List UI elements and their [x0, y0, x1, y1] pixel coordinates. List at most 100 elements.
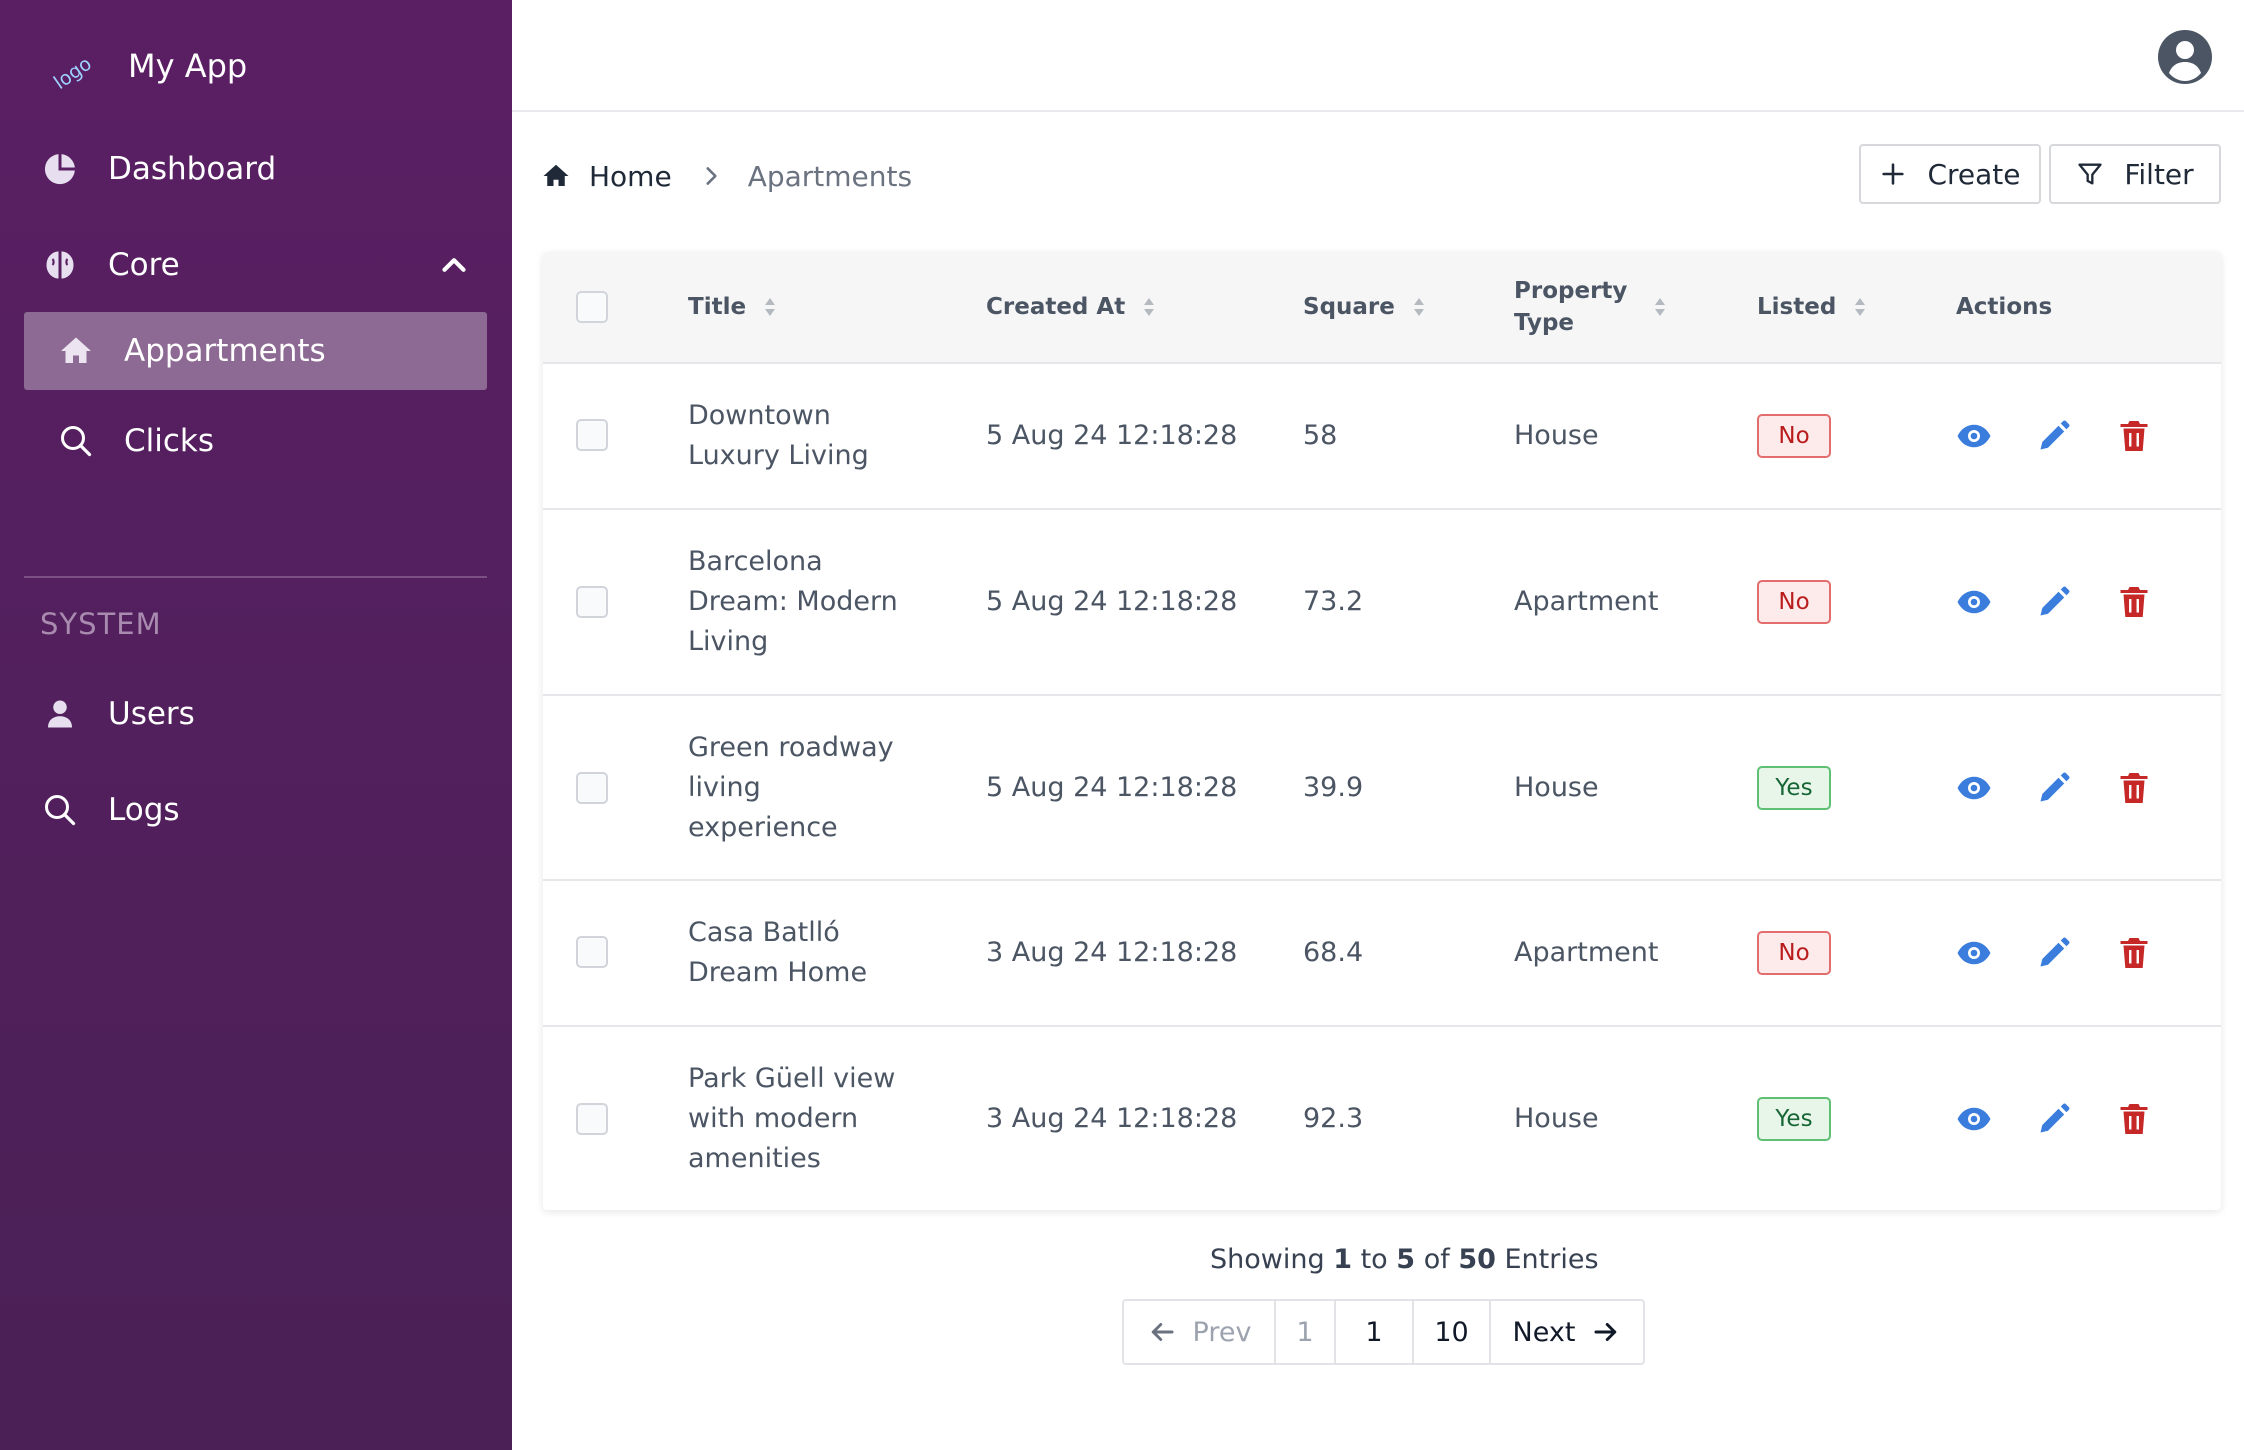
sidebar-item-clicks[interactable]: Clicks [24, 402, 487, 480]
delete-button[interactable] [2114, 1099, 2154, 1139]
cell-created-at: 5 Aug 24 12:18:28 [986, 586, 1238, 617]
view-button[interactable] [1954, 1099, 1994, 1139]
sort-icon[interactable] [1854, 296, 1866, 318]
next-button[interactable]: Next [1489, 1301, 1643, 1363]
delete-button[interactable] [2114, 933, 2154, 973]
delete-button[interactable] [2114, 582, 2154, 622]
home-icon[interactable] [541, 161, 571, 191]
row-checkbox[interactable] [576, 936, 608, 968]
sidebar-item-label: Clicks [124, 423, 215, 459]
breadcrumb-home[interactable]: Home [589, 159, 672, 193]
create-button-label: Create [1927, 157, 2021, 191]
pie-chart-icon [40, 149, 80, 189]
listed-badge: No [1757, 580, 1831, 624]
cell-title[interactable]: Downtown Luxury Living [688, 400, 869, 471]
sort-icon[interactable] [1654, 296, 1666, 318]
view-button[interactable] [1954, 416, 1994, 456]
eye-icon [1957, 776, 1991, 800]
sort-icon[interactable] [1413, 296, 1425, 318]
arrow-right-icon [1594, 1323, 1617, 1341]
table-row: Casa Batlló Dream Home 3 Aug 24 12:18:28… [543, 879, 2221, 1025]
edit-button[interactable] [2034, 1099, 2074, 1139]
chevron-up-icon[interactable] [435, 246, 473, 284]
cell-created-at: 5 Aug 24 12:18:28 [986, 420, 1238, 451]
cell-square: 58 [1303, 420, 1338, 451]
table-row: Green roadway living experience 5 Aug 24… [543, 694, 2221, 879]
home-icon [56, 331, 96, 371]
user-icon [40, 694, 80, 734]
edit-button[interactable] [2034, 582, 2074, 622]
select-all-checkbox[interactable] [576, 291, 608, 323]
arrow-left-icon [1151, 1323, 1174, 1341]
listed-badge: No [1757, 931, 1831, 975]
brand[interactable]: logo My App [44, 36, 247, 96]
sort-icon[interactable] [764, 296, 776, 318]
apartments-table: Title Created At Square Property Type Li… [543, 252, 2221, 1210]
view-button[interactable] [1954, 582, 1994, 622]
pencil-icon [2040, 772, 2070, 802]
cell-title[interactable]: Green roadway living experience [688, 731, 894, 843]
column-header-listed[interactable]: Listed [1757, 252, 1866, 362]
sidebar-item-core[interactable]: Core [24, 226, 487, 304]
sidebar-item-label: Dashboard [108, 151, 277, 187]
column-header-created-at[interactable]: Created At [986, 252, 1155, 362]
cell-square: 39.9 [1303, 771, 1364, 803]
listed-badge: Yes [1757, 766, 1831, 810]
filter-button[interactable]: Filter [2049, 144, 2221, 204]
table-row: Downtown Luxury Living 5 Aug 24 12:18:28… [543, 362, 2221, 508]
cell-property-type: House [1514, 1102, 1599, 1134]
column-header-actions: Actions [1956, 294, 2053, 320]
cell-created-at: 3 Aug 24 12:18:28 [986, 1102, 1238, 1134]
view-button[interactable] [1954, 768, 1994, 808]
table-row: Barcelona Dream: Modern Living 5 Aug 24 … [543, 508, 2221, 694]
sidebar-item-label: Appartments [124, 333, 326, 369]
avatar-icon[interactable] [2156, 28, 2214, 86]
create-button[interactable]: Create [1859, 144, 2041, 204]
logo-text: logo [50, 53, 96, 93]
eye-icon [1957, 941, 1991, 965]
cell-title[interactable]: Park Güell view with modern amenities [688, 1062, 896, 1174]
sidebar-item-logs[interactable]: Logs [24, 771, 487, 849]
row-checkbox[interactable] [576, 1103, 608, 1135]
edit-button[interactable] [2034, 416, 2074, 456]
column-header-title[interactable]: Title [688, 252, 776, 362]
breadcrumb: Home Apartments [541, 150, 912, 202]
delete-button[interactable] [2114, 416, 2154, 456]
cell-property-type: Apartment [1514, 937, 1659, 968]
cell-property-type: House [1514, 420, 1599, 451]
prev-button[interactable]: Prev [1124, 1301, 1274, 1363]
app-name: My App [128, 47, 248, 85]
sidebar-item-dashboard[interactable]: Dashboard [24, 130, 487, 208]
pagination: Prev 1 1 10 Next [1122, 1299, 1645, 1365]
page-button[interactable]: 1 [1274, 1301, 1334, 1363]
sidebar: logo My App Dashboard Core Appartments C… [0, 0, 512, 1450]
row-checkbox[interactable] [576, 586, 608, 618]
cell-square: 68.4 [1303, 937, 1364, 968]
trash-icon [2120, 938, 2148, 968]
row-checkbox[interactable] [576, 419, 608, 451]
table-header: Title Created At Square Property Type Li… [543, 252, 2221, 362]
top-bar [512, 0, 2244, 112]
delete-button[interactable] [2114, 768, 2154, 808]
trash-icon [2120, 773, 2148, 803]
column-header-square[interactable]: Square [1303, 252, 1425, 362]
sidebar-item-appartments[interactable]: Appartments [24, 312, 487, 390]
column-header-property-type[interactable]: Property Type [1514, 252, 1666, 362]
row-checkbox[interactable] [576, 772, 608, 804]
cell-title[interactable]: Barcelona Dream: Modern Living [688, 546, 898, 657]
pencil-icon [2040, 420, 2070, 450]
page-button[interactable]: 10 [1412, 1301, 1489, 1363]
cell-property-type: House [1514, 771, 1599, 803]
sort-icon[interactable] [1143, 296, 1155, 318]
view-button[interactable] [1954, 933, 1994, 973]
edit-button[interactable] [2034, 768, 2074, 808]
cell-title[interactable]: Casa Batlló Dream Home [688, 917, 868, 988]
pencil-icon [2040, 1103, 2070, 1133]
cell-property-type: Apartment [1514, 586, 1659, 617]
trash-icon [2120, 1104, 2148, 1134]
page-button[interactable]: 1 [1334, 1301, 1412, 1363]
section-label-system: SYSTEM [40, 607, 162, 641]
sidebar-item-users[interactable]: Users [24, 675, 487, 753]
sidebar-item-label: Core [108, 247, 180, 283]
edit-button[interactable] [2034, 933, 2074, 973]
